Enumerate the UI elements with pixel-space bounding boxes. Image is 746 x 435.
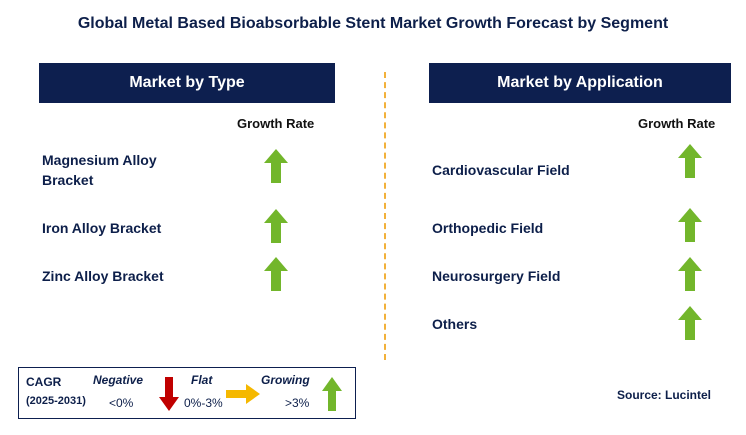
legend-growing-label: Growing bbox=[261, 373, 310, 387]
chart-title: Global Metal Based Bioabsorbable Stent M… bbox=[77, 15, 669, 32]
right-growth-rate-label: Growth Rate bbox=[638, 116, 716, 131]
left-growth-rate-label: Growth Rate bbox=[237, 116, 315, 131]
growing-arrow-icon bbox=[264, 149, 288, 183]
legend-flat-range: 0%-3% bbox=[184, 396, 223, 410]
market-by-type-header-label: Market by Type bbox=[129, 74, 245, 91]
segment-label-cardiovascular-field: Cardiovascular Field bbox=[432, 162, 570, 178]
negative-arrow-icon bbox=[159, 377, 179, 411]
segment-label-others: Others bbox=[432, 316, 478, 332]
legend-cagr-label: CAGR bbox=[26, 375, 62, 389]
legend-flat-label: Flat bbox=[191, 373, 213, 387]
segment-label-neurosurgery-field: Neurosurgery Field bbox=[432, 268, 561, 284]
growing-arrow-icon bbox=[678, 144, 702, 178]
growing-arrow-icon bbox=[678, 306, 702, 340]
flat-arrow-icon bbox=[226, 384, 260, 404]
source-note: Source: Lucintel bbox=[617, 388, 712, 402]
market-by-application-header: Market by Application bbox=[429, 63, 731, 103]
growing-arrow-icon bbox=[678, 208, 702, 242]
market-by-type-header: Market by Type bbox=[39, 63, 335, 103]
segment-label-line: Bracket bbox=[42, 172, 94, 188]
legend-negative-label: Negative bbox=[93, 373, 144, 387]
legend-period: (2025-2031) bbox=[26, 395, 86, 407]
segment-label-orthopedic-field: Orthopedic Field bbox=[432, 220, 544, 236]
growing-arrow-icon bbox=[264, 257, 288, 291]
segment-label-iron-alloy-bracket: Iron Alloy Bracket bbox=[42, 220, 162, 236]
growing-arrow-icon bbox=[264, 209, 288, 243]
cagr-legend: CAGR (2025-2031) Negative <0% Flat 0%-3%… bbox=[18, 367, 356, 419]
legend-growing-range: >3% bbox=[285, 396, 310, 410]
legend-negative-range: <0% bbox=[109, 396, 134, 410]
market-by-application-header-label: Market by Application bbox=[497, 74, 663, 91]
segment-label-line: Magnesium Alloy bbox=[42, 152, 157, 168]
growing-arrow-icon bbox=[322, 377, 342, 411]
growing-arrow-icon bbox=[678, 257, 702, 291]
segment-label-zinc-alloy-bracket: Zinc Alloy Bracket bbox=[42, 268, 164, 284]
panel-divider bbox=[384, 72, 386, 360]
segment-label-magnesium-alloy-bracket: Magnesium Alloy Bracket bbox=[42, 150, 157, 190]
